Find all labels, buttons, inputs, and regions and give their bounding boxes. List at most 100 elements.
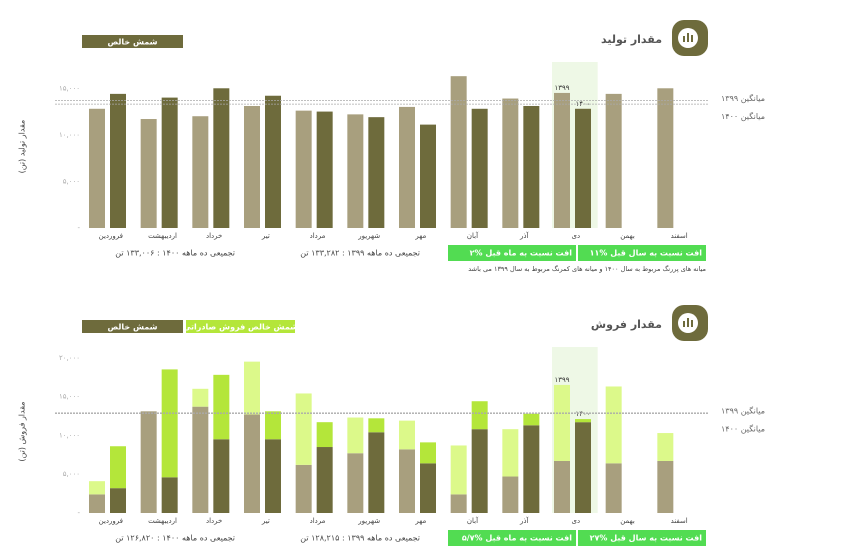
legend-label: شمش خالص: [107, 323, 157, 333]
bar: [161, 369, 178, 478]
bar: [316, 111, 333, 228]
bar: [295, 110, 312, 228]
bar: [295, 464, 312, 513]
bar: [161, 477, 178, 513]
bar: [244, 414, 260, 513]
x-tick-label: مهر: [414, 517, 426, 525]
x-tick-label: فروردین: [99, 232, 123, 240]
chart-title: مقدار تولید: [601, 33, 662, 46]
y-tick-label: ۵,۰۰۰: [63, 470, 80, 478]
bar: [89, 494, 105, 513]
legend-label: شمش خالص فروش صادراتی: [183, 323, 298, 333]
badge: [578, 530, 706, 546]
average-label: میانگین ۱۳۹۹: [721, 93, 765, 103]
bar: [657, 88, 674, 229]
bar: [471, 429, 488, 513]
bar: [316, 447, 333, 513]
footnote: میانه های پررنگ مربوط به سال ۱۴۰۰ و میان…: [468, 265, 706, 273]
bar: [244, 361, 260, 415]
year-label: ۱۳۹۹: [554, 376, 569, 384]
bar: [523, 413, 540, 426]
legend-button: [82, 35, 183, 48]
bar: [295, 393, 312, 465]
bar: [523, 425, 540, 513]
icon: [672, 305, 708, 341]
x-tick-label: دی: [572, 232, 581, 240]
bar: [554, 460, 570, 513]
badge-text: ۲% افت نسبت به ماه قبل: [470, 249, 573, 258]
bar: [368, 432, 385, 513]
bar: [110, 446, 126, 489]
bar: [244, 105, 260, 228]
bar: [420, 442, 436, 464]
bar: [575, 422, 591, 513]
bar: [89, 481, 105, 495]
bar: [192, 406, 209, 513]
bar: [471, 108, 488, 228]
y-tick-label: ۱۰,۰۰۰: [59, 431, 80, 439]
bar: [420, 124, 436, 228]
x-tick-label: اردیبهشت: [148, 232, 177, 240]
bar: [110, 488, 126, 513]
total-text: تجمیعی ده ماهه ۱۴۰۰ : ۱۳۳,۰۰۶ تن: [115, 249, 235, 258]
x-tick-label: اسفند: [671, 517, 688, 525]
badge-text: ۲۷% افت نسبت به سال قبل: [590, 534, 703, 543]
y-tick-label: ۵,۰۰۰: [63, 177, 80, 185]
x-tick-label: مرداد: [310, 232, 326, 240]
bar: [347, 453, 364, 513]
average-label: میانگین ۱۳۹۹: [721, 405, 765, 415]
bar: [399, 106, 415, 228]
x-tick-label: تیر: [261, 517, 270, 525]
x-tick-label: آبان: [467, 516, 479, 525]
bar: [89, 108, 105, 228]
bar: [192, 116, 209, 228]
bar: [554, 92, 570, 228]
badge: [448, 245, 576, 261]
bar: [450, 494, 467, 513]
x-tick-label: مهر: [414, 232, 426, 240]
bar: [140, 119, 157, 228]
bar: [347, 114, 364, 228]
x-tick-label: مرداد: [310, 517, 326, 525]
x-tick-label: آبان: [467, 231, 479, 240]
bar: [657, 460, 674, 513]
bar: [368, 418, 385, 433]
x-tick-label: شهریور: [357, 232, 380, 240]
badge-text: ۵/۷% افت نسبت به ماه قبل: [462, 534, 572, 543]
bar: [399, 449, 415, 513]
bar: [161, 97, 178, 228]
bar: [110, 93, 126, 228]
x-tick-label: بهمن: [620, 232, 635, 240]
legend-button: [82, 320, 183, 333]
bar: [265, 439, 281, 513]
y-axis-label: مقدار فروش (تن): [18, 401, 27, 461]
bar: [605, 386, 622, 464]
x-tick-label: خرداد: [206, 232, 222, 240]
bar: [265, 95, 281, 228]
bar: [420, 463, 436, 513]
bar: [213, 439, 230, 513]
y-tick-label: ۲۰,۰۰۰: [59, 354, 80, 362]
total-text: تجمیعی ده ماهه ۱۴۰۰ : ۱۲۶,۸۲۰ تن: [115, 534, 235, 543]
y-axis-label: مقدار تولید (تن): [18, 120, 27, 174]
bar: [502, 476, 519, 513]
y-tick-label: ۱۵,۰۰۰: [59, 393, 80, 401]
x-tick-label: دی: [572, 517, 581, 525]
bar: [502, 429, 519, 477]
bar: [450, 76, 467, 228]
x-tick-label: تیر: [261, 232, 270, 240]
y-tick-label: -: [77, 224, 80, 232]
badge: [448, 530, 576, 546]
x-tick-label: بهمن: [620, 517, 635, 525]
y-tick-label: -: [77, 509, 80, 517]
x-tick-label: آذر: [519, 231, 529, 240]
total-text: تجمیعی ده ماهه ۱۳۹۹ : ۱۳۳,۲۸۲ تن: [300, 249, 420, 258]
bar: [502, 98, 519, 228]
bar: [605, 463, 622, 513]
bar: [140, 411, 157, 513]
bar: [450, 445, 467, 495]
legend-button: [186, 320, 295, 333]
bar: [523, 105, 540, 228]
bar: [347, 417, 364, 454]
